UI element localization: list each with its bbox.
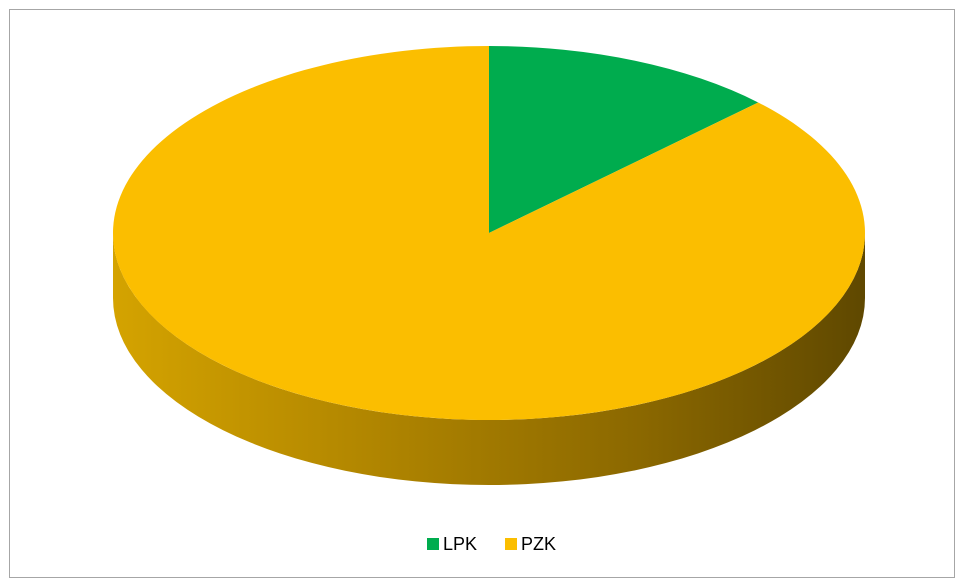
legend-swatch-lpk [427,538,439,550]
legend-item-pzk: PZK [505,534,556,554]
pie-layer [112,46,865,485]
legend-label-lpk: LPK [443,534,477,554]
legend-item-lpk: LPK [427,534,477,554]
legend-swatch-pzk [505,538,517,550]
legend-label-pzk: PZK [521,534,556,554]
chart-legend: LPK PZK [427,534,556,554]
pie-side-wall [113,233,865,485]
pie-slice-pzk[interactable] [112,46,865,420]
pie-slice-lpk[interactable] [489,46,759,233]
